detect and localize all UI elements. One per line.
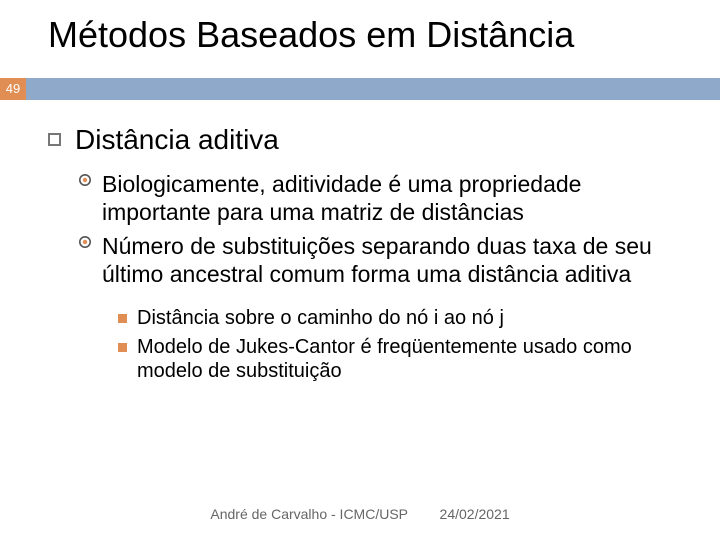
circle-dot-icon bbox=[78, 235, 92, 249]
level2-item: Biologicamente, aditividade é uma propri… bbox=[78, 170, 688, 226]
title-bar bbox=[0, 78, 720, 100]
level3-item: Distância sobre o caminho do nó i ao nó … bbox=[118, 306, 688, 330]
level3-text: Distância sobre o caminho do nó i ao nó … bbox=[137, 306, 504, 330]
level2-text: Biologicamente, aditividade é uma propri… bbox=[102, 170, 688, 226]
circle-dot-icon bbox=[78, 173, 92, 187]
footer-date: 24/02/2021 bbox=[440, 506, 510, 522]
slide-title: Métodos Baseados em Distância bbox=[48, 14, 574, 56]
level1-item: Distância aditiva bbox=[48, 124, 688, 156]
level2-text: Número de substituições separando duas t… bbox=[102, 232, 688, 288]
level3-text: Modelo de Jukes-Cantor é freqüentemente … bbox=[137, 335, 688, 384]
level2-item: Número de substituições separando duas t… bbox=[78, 232, 688, 288]
level3-item: Modelo de Jukes-Cantor é freqüentemente … bbox=[118, 335, 688, 384]
square-filled-icon bbox=[118, 314, 127, 323]
spacer bbox=[48, 294, 688, 306]
square-outline-icon bbox=[48, 133, 61, 146]
slide: Métodos Baseados em Distância 49 Distânc… bbox=[0, 0, 720, 540]
level1-text: Distância aditiva bbox=[75, 124, 279, 156]
square-filled-icon bbox=[118, 343, 127, 352]
content-area: Distância aditiva Biologicamente, aditiv… bbox=[48, 124, 688, 387]
footer-author: André de Carvalho - ICMC/USP bbox=[210, 506, 407, 522]
footer: André de Carvalho - ICMC/USP 24/02/2021 bbox=[0, 506, 720, 522]
slide-number-badge: 49 bbox=[0, 78, 26, 100]
